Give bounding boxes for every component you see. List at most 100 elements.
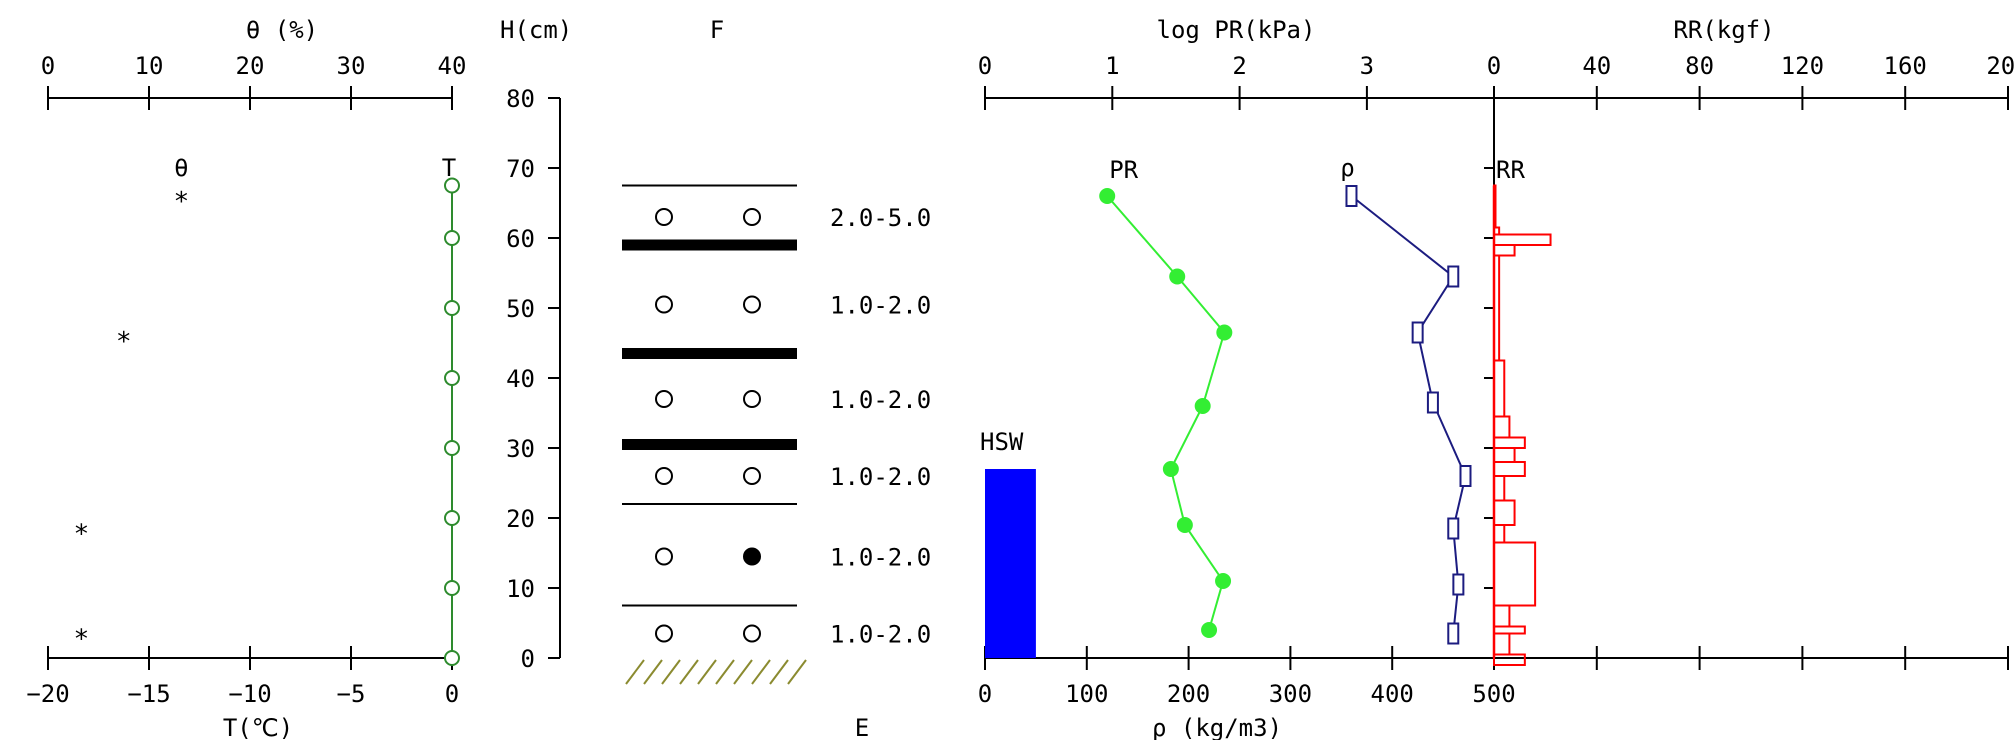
theta-point: *	[175, 187, 188, 217]
theta-point: *	[75, 625, 88, 655]
t-point	[444, 580, 460, 596]
theta-tick-label: 10	[135, 52, 164, 80]
density-point	[1452, 573, 1465, 596]
grain-symbol-open	[655, 295, 673, 314]
pr-point	[1201, 622, 1218, 638]
density-point	[1459, 465, 1472, 487]
t-point	[444, 510, 460, 526]
logpr-axis-title: log PR(kPa)	[1157, 16, 1316, 44]
ground-hatch	[643, 659, 663, 685]
rr-tick-label: 80	[1685, 52, 1714, 80]
pr-point	[1162, 461, 1179, 477]
grain-symbol-open	[655, 390, 673, 408]
grain-size-label: 1.0-2.0	[830, 292, 931, 320]
ground-hatch	[625, 659, 645, 685]
grain-size-label: 1.0-2.0	[830, 544, 931, 572]
theta-point: *	[75, 520, 88, 550]
density-axis-title: ρ (kg/m3)	[1152, 714, 1282, 740]
theta-axis-title: θ (%)	[246, 16, 318, 44]
stratigraphy-header: F	[710, 16, 724, 44]
rr-tick-label: 200	[1986, 52, 2014, 80]
t-tick-label: 0	[445, 680, 459, 708]
logpr-tick-label: 1	[1105, 52, 1119, 80]
rr-axis-title: RR(kgf)	[1673, 16, 1774, 44]
grain-size-label: 1.0-2.0	[830, 621, 931, 649]
grain-symbol-open	[655, 208, 673, 226]
density-tick-label: 200	[1167, 680, 1210, 708]
ground-hatch	[751, 659, 771, 685]
grain-symbol-open	[743, 624, 761, 643]
t-point	[444, 440, 460, 456]
height-tick-label: 80	[506, 85, 535, 113]
height-tick-label: 40	[506, 365, 535, 393]
density-tick-label: 300	[1269, 680, 1312, 708]
density-tick-label: 0	[978, 680, 992, 708]
pr-point	[1099, 188, 1116, 204]
t-tick-label: −10	[228, 680, 271, 708]
logpr-tick-label: 0	[978, 52, 992, 80]
pr-point	[1215, 573, 1232, 589]
ground-hatch	[733, 659, 753, 685]
density-point	[1411, 321, 1424, 344]
density-point	[1447, 622, 1460, 645]
theta-tick-label: 40	[438, 52, 467, 80]
rr-step	[1493, 604, 1511, 628]
rr-series-label: RR	[1496, 156, 1525, 184]
rr-step	[1493, 244, 1516, 257]
hsw-label: HSW	[980, 428, 1024, 456]
grain-symbol-open	[743, 467, 761, 485]
grain-symbol-open	[743, 295, 761, 314]
height-tick-label: 0	[521, 645, 535, 673]
rr-step	[1493, 499, 1516, 526]
t-point	[444, 370, 460, 386]
height-tick-label: 10	[506, 575, 535, 603]
theta-tick-label: 30	[337, 52, 366, 80]
grain-symbol-open	[743, 390, 761, 408]
pr-point	[1176, 517, 1193, 533]
theta-tick-label: 0	[41, 52, 55, 80]
rr-step	[1493, 541, 1537, 607]
density-tick-label: 100	[1065, 680, 1108, 708]
rr-step	[1493, 447, 1516, 463]
height-tick-label: 70	[506, 155, 535, 183]
rr-tick-label: 0	[1487, 52, 1501, 80]
rr-step	[1493, 475, 1506, 502]
ground-hatch	[661, 659, 681, 685]
ground-hatch	[769, 659, 789, 685]
rr-step	[1493, 653, 1526, 666]
pr-series-label: PR	[1109, 156, 1138, 184]
theta-tick-label: 20	[236, 52, 265, 80]
rr-tick-label: 160	[1884, 52, 1927, 80]
ground-hatch	[697, 659, 717, 685]
t-tick-label: −5	[337, 680, 366, 708]
logpr-tick-label: 2	[1232, 52, 1246, 80]
grain-size-label: 1.0-2.0	[830, 386, 931, 414]
series-layer: * * * * PR ρ RR	[75, 154, 1552, 666]
density-point	[1447, 265, 1460, 288]
rr-step	[1493, 415, 1511, 439]
rr-step	[1493, 632, 1511, 656]
density-series-line	[1350, 195, 1467, 634]
height-tick-label: 60	[506, 225, 535, 253]
grain-symbol-open	[743, 208, 761, 226]
grain-symbol-open	[655, 624, 673, 643]
pr-point	[1194, 398, 1211, 414]
ground-hatch	[787, 659, 807, 685]
stratigraphy-panel: 2.0-5.0 1.0-2.0 1.0-2.0 1.0-2.0 1.0-2.0 1.0-2…	[622, 184, 931, 685]
rr-tick-label: 120	[1781, 52, 1824, 80]
density-series-label: ρ	[1340, 154, 1354, 182]
t-point	[444, 177, 460, 194]
grain-size-label: 2.0-5.0	[830, 204, 931, 232]
axes-layer: 0 10 20 30 40−20 −15 −10 −5 0θ T01020304050607080…	[26, 52, 2014, 708]
logpr-tick-label: 3	[1360, 52, 1374, 80]
t-series-label: T	[442, 154, 456, 182]
ground-hatch	[679, 659, 699, 685]
rr-step	[1493, 359, 1506, 418]
pr-point	[1169, 268, 1186, 285]
height-tick-label: 50	[506, 295, 535, 323]
t-axis-title: T(℃)	[223, 714, 293, 740]
stratigraphy-footer: E	[855, 714, 869, 740]
density-tick-label: 500	[1472, 680, 1515, 708]
rr-step	[1493, 436, 1526, 449]
